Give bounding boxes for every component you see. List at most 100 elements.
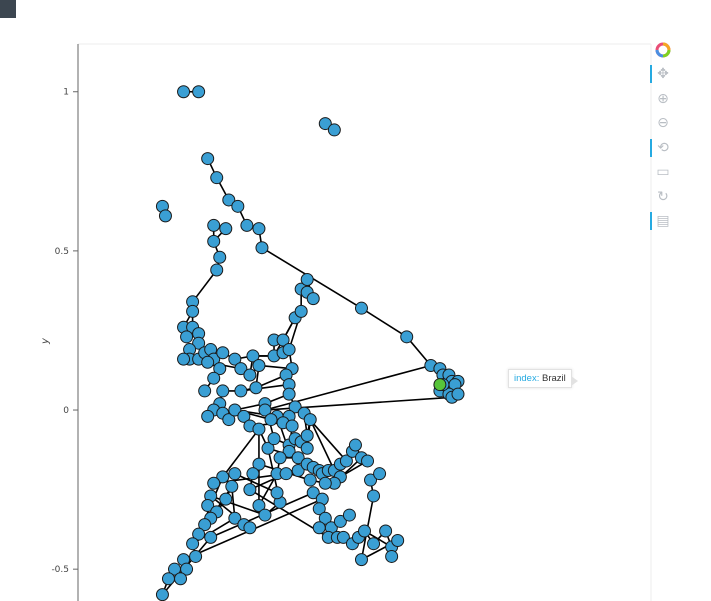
graph-node[interactable] — [291, 451, 305, 465]
graph-node[interactable] — [234, 362, 248, 376]
lasso-tool-icon[interactable]: ⟲ — [650, 138, 674, 158]
graph-node[interactable] — [354, 553, 368, 567]
graph-node[interactable] — [267, 432, 281, 446]
graph-node[interactable] — [174, 572, 188, 586]
graph-node[interactable] — [207, 234, 221, 248]
graph-node[interactable] — [246, 467, 260, 481]
graph-node[interactable] — [285, 419, 299, 433]
graph-node[interactable] — [306, 292, 320, 306]
graph-node[interactable] — [189, 549, 203, 563]
graph-node[interactable] — [276, 333, 290, 347]
graph-node[interactable] — [210, 171, 224, 185]
reset-tool-icon[interactable]: ↻ — [657, 189, 669, 205]
graph-node[interactable] — [198, 384, 212, 398]
graph-node[interactable] — [252, 422, 266, 436]
graph-node[interactable] — [300, 441, 314, 455]
graph-node[interactable] — [451, 387, 465, 401]
graph-node[interactable] — [201, 409, 215, 423]
graph-node[interactable] — [216, 384, 230, 398]
graph-node[interactable] — [158, 209, 172, 223]
graph-node[interactable] — [246, 349, 260, 363]
graph-node-highlighted[interactable] — [433, 378, 447, 392]
graph-node[interactable] — [288, 400, 302, 414]
graph-node[interactable] — [282, 343, 296, 357]
graph-node[interactable] — [228, 467, 242, 481]
graph-node[interactable] — [385, 549, 399, 563]
graph-node[interactable] — [186, 304, 200, 318]
graph-node[interactable] — [252, 499, 266, 513]
graph-node[interactable] — [207, 218, 221, 232]
graph-node[interactable] — [367, 489, 381, 503]
graph-node[interactable] — [318, 511, 332, 525]
graph-node[interactable] — [336, 530, 350, 544]
save-tool-icon[interactable]: ▭ — [656, 164, 670, 180]
graph-node[interactable] — [373, 467, 387, 481]
graph-node[interactable] — [216, 470, 230, 484]
graph-node[interactable] — [318, 117, 332, 131]
graph-node[interactable] — [180, 330, 194, 344]
graph-node[interactable] — [367, 537, 381, 551]
graph-node[interactable] — [303, 413, 317, 427]
graph-node[interactable] — [348, 438, 362, 452]
graph-node[interactable] — [186, 537, 200, 551]
graph-node[interactable] — [258, 508, 272, 522]
graph-node[interactable] — [228, 403, 242, 417]
graph-node[interactable] — [210, 263, 224, 277]
graph-node[interactable] — [243, 368, 257, 382]
graph-node[interactable] — [291, 464, 305, 478]
graph-node[interactable] — [252, 222, 266, 236]
graph-node[interactable] — [228, 511, 242, 525]
graph-node[interactable] — [240, 218, 254, 232]
graph-node[interactable] — [243, 483, 257, 497]
graph-node[interactable] — [228, 352, 242, 366]
graph-node[interactable] — [282, 387, 296, 401]
graph-node[interactable] — [207, 476, 221, 490]
graph-node[interactable] — [400, 330, 414, 344]
graph-node[interactable] — [207, 371, 221, 385]
graph-node[interactable] — [222, 413, 236, 427]
graph-node[interactable] — [252, 358, 266, 372]
graph-node[interactable] — [192, 85, 206, 99]
graph-node[interactable] — [261, 441, 275, 455]
graph-node[interactable] — [364, 473, 378, 487]
graph-node[interactable] — [339, 454, 353, 468]
graph-node[interactable] — [327, 123, 341, 137]
graph-node[interactable] — [300, 428, 314, 442]
graph-node[interactable] — [318, 476, 332, 490]
graph-node[interactable] — [231, 199, 245, 213]
hover-tool-icon[interactable]: ▤ — [650, 211, 674, 231]
graph-nodes[interactable] — [155, 85, 465, 601]
graph-node[interactable] — [204, 530, 218, 544]
graph-node[interactable] — [168, 562, 182, 576]
graph-node[interactable] — [201, 152, 215, 166]
graph-node[interactable] — [279, 467, 293, 481]
pan-tool-icon[interactable]: ✥ — [650, 64, 674, 84]
graph-node[interactable] — [354, 301, 368, 315]
graph-node[interactable] — [161, 572, 175, 586]
bokeh-logo-icon[interactable] — [652, 40, 674, 60]
graph-node[interactable] — [264, 413, 278, 427]
graph-node[interactable] — [273, 451, 287, 465]
graph-node[interactable] — [358, 524, 371, 538]
graph-node[interactable] — [252, 457, 266, 471]
graph-node[interactable] — [255, 241, 269, 255]
graph-node[interactable] — [391, 534, 405, 548]
graph-node[interactable] — [294, 304, 308, 318]
graph-node[interactable] — [312, 502, 326, 516]
graph-node[interactable] — [201, 355, 215, 369]
graph-node[interactable] — [222, 193, 236, 207]
graph-node[interactable] — [361, 454, 375, 468]
graph-node[interactable] — [192, 336, 206, 350]
graph-node[interactable] — [300, 273, 314, 287]
graph-node[interactable] — [213, 362, 227, 376]
graph-node[interactable] — [219, 222, 233, 236]
graph-node[interactable] — [192, 527, 206, 541]
graph-node[interactable] — [379, 524, 393, 538]
graph-node[interactable] — [306, 486, 320, 500]
graph-node[interactable] — [225, 479, 239, 493]
graph-node[interactable] — [249, 381, 263, 395]
graph-node[interactable] — [213, 250, 227, 264]
graph-node[interactable] — [333, 514, 347, 528]
graph-node[interactable] — [312, 521, 326, 535]
